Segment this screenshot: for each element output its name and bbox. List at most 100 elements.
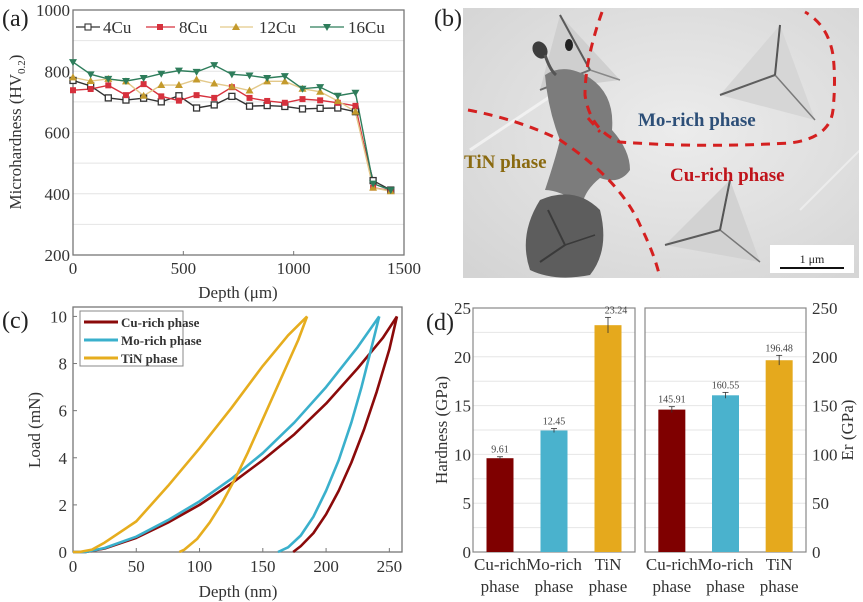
cu-rich-label: Cu-rich phase	[670, 165, 785, 186]
unloading-curve-mo-rich-phase	[277, 316, 381, 554]
panel-label-a: (a)	[2, 6, 29, 32]
sem-background	[463, 8, 859, 278]
indent-top-right	[719, 24, 816, 121]
data-point-16cu	[210, 62, 219, 70]
x-tick-label: 200	[313, 557, 339, 576]
data-point-4cu	[316, 104, 324, 112]
data-label: 160.55	[712, 380, 740, 391]
x-tick-label: 0	[69, 557, 78, 576]
data-point-8cu	[246, 94, 253, 101]
data-point-4cu	[104, 94, 112, 102]
loading-curve-tin-phase	[73, 315, 309, 554]
x-tick-label: 150	[250, 557, 276, 576]
category-label: phase	[760, 577, 799, 596]
y-tick-label: 800	[45, 62, 71, 81]
category-label: TiN	[766, 555, 793, 574]
surface-scratch	[799, 149, 859, 211]
data-point-16cu	[227, 71, 236, 79]
y-tick-label: 0	[463, 543, 472, 562]
data-point-12cu	[245, 86, 254, 94]
data-point-12cu	[316, 87, 325, 95]
data-point-16cu	[192, 68, 201, 76]
data-point-16cu	[263, 74, 272, 82]
data-point-12cu	[139, 91, 148, 99]
x-tick-label: 0	[69, 259, 78, 278]
data-point-4cu	[228, 92, 236, 101]
category-label: phase	[589, 577, 628, 596]
data-point-8cu	[264, 97, 271, 104]
boundary-arrow	[586, 117, 602, 133]
y-tick-label: 0	[812, 543, 821, 562]
y-tick-label: 10	[50, 307, 67, 326]
panel-a-chart: (a) 200 400 600 800 1000 0 500 1000 1500 4Cu 8Cu…	[2, 1, 421, 302]
data-label: 196.48	[765, 343, 793, 354]
panel-b-micrograph: (b)	[434, 6, 859, 278]
y-tick-label: 400	[45, 185, 71, 204]
data-point-12cu	[192, 75, 201, 83]
mo-rich-label: Mo-rich phase	[638, 110, 756, 131]
data-point-8cu	[352, 102, 359, 109]
data-point-12cu	[174, 81, 183, 89]
panel-label-c: (c)	[2, 308, 29, 334]
data-point-8cu	[299, 96, 306, 103]
plot-frame	[72, 9, 405, 256]
category-label: phase	[706, 577, 745, 596]
y-tick-label: 0	[59, 543, 68, 562]
y-tick-label: 10	[454, 445, 471, 464]
legend-marker-8cu	[157, 24, 163, 30]
category-label: Cu-rich	[646, 555, 698, 574]
data-point-16cu	[351, 89, 360, 97]
legend-label-4cu: 4Cu	[103, 18, 132, 37]
legend-label-16cu: 16Cu	[348, 18, 385, 37]
bar	[540, 430, 568, 552]
indent-bottom-right	[664, 179, 761, 263]
mo-rich-boundary	[583, 10, 836, 147]
category-label: Mo-rich	[698, 555, 754, 574]
y-tick-label: 600	[45, 124, 71, 143]
y-tick-label: 150	[812, 397, 838, 416]
legend: 4Cu 8Cu 12Cu 16Cu	[76, 18, 385, 37]
x-axis-label: Depth (μm)	[198, 283, 277, 302]
x-tick-label: 50	[128, 557, 145, 576]
data-point-8cu	[122, 92, 129, 99]
y-tick-label: 8	[59, 355, 68, 374]
data-point-8cu	[281, 99, 288, 106]
y-tick-label: 2	[59, 496, 68, 515]
bar	[486, 458, 514, 552]
data-point-8cu	[70, 87, 76, 94]
data-label: 145.91	[658, 395, 686, 406]
data-point-4cu	[334, 104, 342, 112]
data-label: 12.45	[543, 417, 566, 428]
data-point-8cu	[87, 86, 94, 93]
loading-curve-mo-rich-phase	[73, 315, 381, 554]
data-point-16cu	[245, 72, 254, 80]
legend-marker-16cu	[323, 24, 331, 31]
scale-bar-label: 1 μm	[800, 252, 825, 266]
tin-label: TiN phase	[464, 152, 547, 173]
data-point-12cu	[210, 79, 219, 87]
data-point-16cu	[298, 85, 307, 93]
panel-label-b: (b)	[434, 6, 462, 32]
data-point-8cu	[193, 92, 200, 99]
data-point-8cu	[175, 97, 182, 104]
category-label: Mo-rich	[526, 555, 582, 574]
data-point-12cu	[86, 77, 95, 85]
category-label: TiN	[595, 555, 622, 574]
data-point-12cu	[333, 96, 342, 104]
data-point-12cu	[280, 77, 289, 85]
y-tick-label: 15	[454, 397, 471, 416]
data-point-12cu	[227, 82, 236, 90]
y-tick-label: 1000	[36, 1, 70, 20]
unloading-curve-cu-rich-phase	[292, 316, 399, 554]
y-tick-label: 25	[454, 299, 471, 318]
y-tick-label: 5	[463, 494, 472, 513]
y-tick-label: 200	[45, 246, 71, 265]
data-point-12cu	[351, 107, 360, 115]
scale-bar: 1 μm	[770, 245, 854, 273]
bar	[765, 360, 793, 552]
data-point-16cu	[369, 180, 378, 188]
y-tick-label: 4	[59, 449, 68, 468]
legend-label-8cu: 8Cu	[179, 18, 208, 37]
bar	[594, 325, 622, 552]
